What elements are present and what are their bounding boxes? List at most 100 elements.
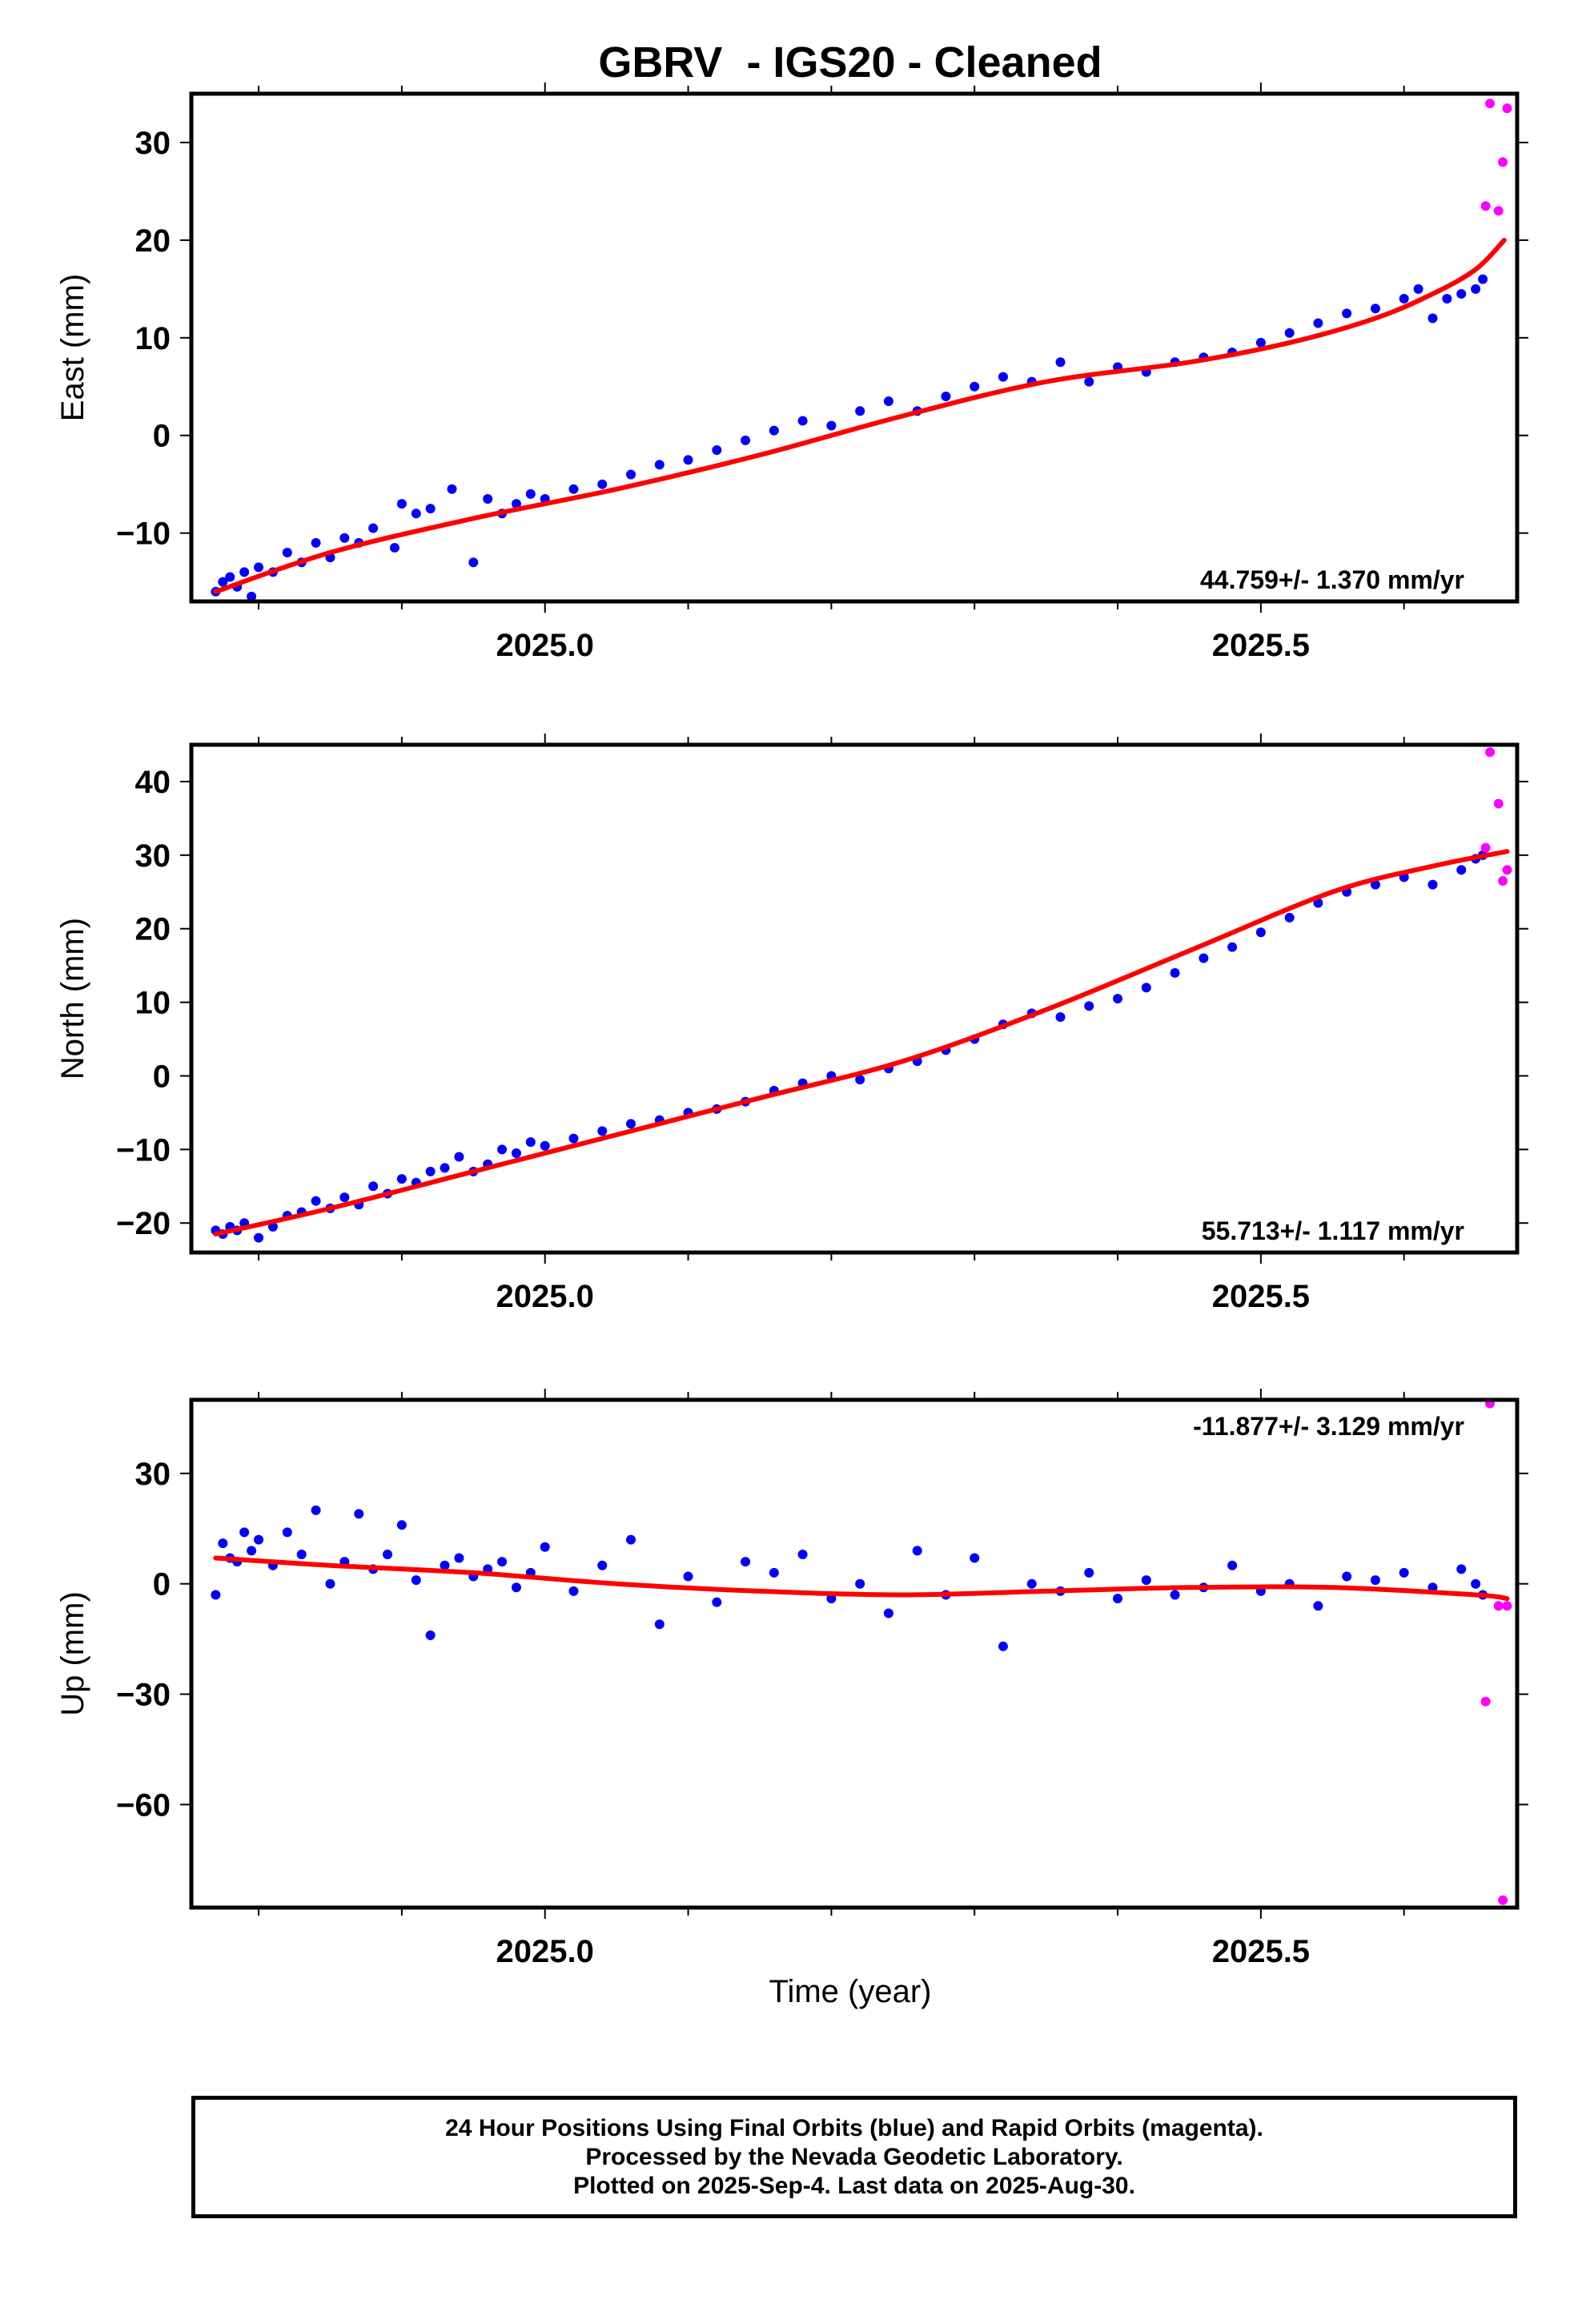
final-orbit-point (254, 1232, 264, 1243)
final-orbit-point (1399, 294, 1409, 304)
final-orbit-point (1427, 879, 1438, 890)
plot-area (211, 99, 1512, 601)
final-orbit-point (339, 1192, 350, 1203)
final-orbit-point (1141, 983, 1151, 993)
rapid-orbit-point (1502, 1601, 1512, 1611)
final-orbit-point (1478, 274, 1488, 284)
final-orbit-point (1170, 967, 1180, 978)
y-tick-label: 10 (135, 986, 171, 1021)
final-orbit-point (597, 479, 608, 489)
rapid-orbit-point (1493, 1601, 1504, 1611)
final-orbit-point (883, 1608, 893, 1618)
x-axis-label: Time (year) (769, 1974, 932, 2009)
x-tick-label: 2025.0 (496, 1934, 594, 1969)
final-orbit-point (311, 1196, 321, 1206)
footer-line-2: Processed by the Nevada Geodetic Laborat… (585, 2143, 1123, 2170)
final-orbit-point (239, 1527, 250, 1538)
final-orbit-point (1342, 1571, 1352, 1582)
final-orbit-point (511, 1148, 521, 1158)
final-orbit-point (311, 537, 321, 548)
final-orbit-point (325, 1578, 335, 1589)
footer-box: 24 Hour Positions Using Final Orbits (bl… (191, 2096, 1517, 2218)
final-orbit-point (1113, 994, 1123, 1003)
final-orbit-point (483, 493, 493, 504)
y-tick-label: −20 (116, 1206, 171, 1241)
final-orbit-point (1026, 1578, 1037, 1589)
final-orbit-point (454, 1553, 464, 1563)
final-orbit-point (626, 1119, 636, 1129)
y-tick-label: 20 (135, 912, 171, 947)
final-orbit-point (411, 509, 421, 519)
final-orbit-point (354, 1509, 364, 1519)
final-orbit-point (339, 533, 350, 543)
final-orbit-point (497, 1557, 508, 1567)
final-orbit-point (1471, 1578, 1481, 1589)
final-orbit-point (1456, 865, 1467, 875)
plot-area (211, 1400, 1512, 1905)
final-orbit-point (1456, 288, 1467, 299)
final-orbit-point (368, 1181, 379, 1192)
plot-frame (189, 1397, 1520, 1910)
rapid-orbit-point (1480, 1696, 1491, 1707)
velocity-annotation: 44.759+/- 1.370 mm/yr (1200, 565, 1464, 594)
y-tick-label: −10 (116, 1132, 171, 1168)
final-orbit-point (769, 425, 779, 436)
x-tick-label: 2025.0 (496, 1279, 594, 1314)
final-orbit-point (941, 391, 951, 401)
final-orbit-point (282, 1527, 292, 1538)
final-orbit-point (568, 1586, 579, 1596)
final-orbit-point (998, 372, 1008, 382)
rapid-orbit-point (1480, 201, 1491, 211)
final-orbit-point (683, 455, 693, 465)
final-orbit-point (1255, 337, 1266, 348)
final-orbit-point (1227, 1560, 1238, 1570)
footer-line-1: 24 Hour Positions Using Final Orbits (bl… (445, 2114, 1263, 2141)
final-orbit-point (1170, 1590, 1180, 1600)
y-axis-label: North (mm) (55, 918, 90, 1080)
final-orbit-point (1427, 313, 1438, 324)
final-orbit-point (425, 1166, 436, 1176)
rapid-orbit-point (1480, 842, 1491, 853)
final-orbit-point (396, 499, 407, 509)
panels: 2025.0 2025.5 −10 0 10 20 30 East (mm) 44.759+/-… (55, 82, 1528, 1969)
final-orbit-point (247, 1546, 257, 1556)
final-orbit-point (797, 1549, 808, 1559)
y-tick-label: 0 (153, 419, 171, 454)
final-orbit-point (540, 1542, 550, 1552)
final-orbit-point (1313, 318, 1323, 328)
rapid-orbit-point (1485, 99, 1496, 109)
y-tick-label: 20 (135, 223, 171, 259)
final-orbit-point (1284, 912, 1295, 923)
final-orbit-point (883, 396, 893, 407)
final-orbit-point (525, 489, 536, 499)
rapid-orbit-point (1498, 1895, 1508, 1905)
final-orbit-point (1471, 283, 1481, 294)
final-orbit-point (998, 1641, 1008, 1651)
final-orbit-point (1456, 1564, 1467, 1574)
fit-curve (213, 849, 1510, 1237)
final-orbit-point (741, 435, 751, 445)
x-tick-label: 2025.5 (1212, 628, 1310, 663)
footer-line-3: Plotted on 2025-Sep-4. Last data on 2025… (573, 2172, 1135, 2199)
final-orbit-point (511, 1582, 521, 1593)
final-orbit-point (855, 406, 865, 416)
final-orbit-point (597, 1560, 608, 1570)
final-orbit-point (254, 1534, 264, 1545)
final-orbit-point (1055, 357, 1066, 368)
rapid-orbit-point (1498, 157, 1508, 167)
final-orbit-point (1199, 953, 1209, 963)
y-tick-label: 10 (135, 321, 171, 356)
final-orbit-point (396, 1520, 407, 1530)
final-orbit-point (211, 1590, 221, 1600)
plot-frame (189, 91, 1520, 604)
final-orbit-point (425, 504, 436, 514)
final-orbit-point (383, 1549, 393, 1559)
final-orbit-point (468, 557, 479, 568)
panel-up: 2025.0 2025.5 −60 −30 0 30 Up (mm) -11.877+/- 3… (55, 1389, 1528, 1969)
final-orbit-point (912, 1546, 922, 1556)
final-orbit-point (626, 469, 636, 480)
final-orbit-point (440, 1163, 450, 1173)
final-orbit-point (826, 1594, 837, 1604)
panel-east: 2025.0 2025.5 −10 0 10 20 30 East (mm) 44.759+/-… (55, 82, 1528, 663)
